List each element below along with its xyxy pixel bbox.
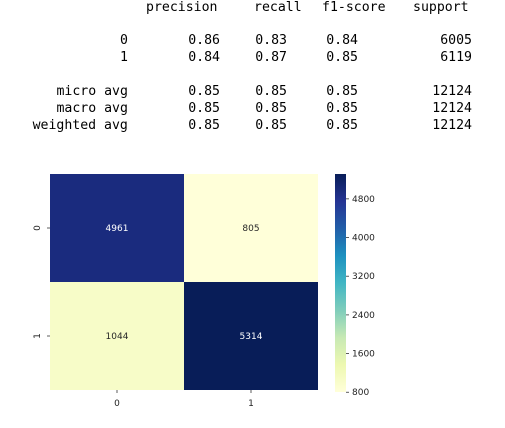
report-cell-precision: 0.85	[188, 118, 220, 133]
x-tick-label: 1	[248, 399, 254, 409]
heatmap-cell	[50, 174, 184, 282]
report-cell-f1-score: 0.85	[326, 50, 358, 65]
report-cell-recall: 0.85	[255, 101, 287, 116]
colorbar-tick-label: 2400	[352, 311, 375, 321]
report-row-label: macro avg	[56, 101, 128, 116]
heatmap-cell	[184, 174, 318, 282]
report-row-label: micro avg	[56, 84, 128, 99]
report-cell-f1-score: 0.84	[326, 33, 358, 48]
heatmap-cell	[184, 282, 318, 390]
heatmap-cell-label: 805	[242, 224, 259, 234]
x-tick-label: 0	[114, 399, 120, 409]
report-header-recall: recall	[254, 0, 302, 15]
report-cell-support: 6005	[440, 33, 472, 48]
colorbar-tick-label: 4000	[352, 234, 375, 244]
report-cell-f1-score: 0.85	[326, 101, 358, 116]
report-cell-recall: 0.83	[255, 33, 287, 48]
colorbar-tick-label: 1600	[352, 350, 375, 360]
colorbar-tick-label: 800	[352, 388, 369, 398]
report-cell-support: 12124	[432, 101, 472, 116]
report-cell-precision: 0.85	[188, 84, 220, 99]
report-row-label: 1	[120, 50, 128, 65]
heatmap-cell	[50, 282, 184, 390]
y-tick-label: 0	[33, 225, 43, 231]
report-cell-precision: 0.86	[188, 33, 220, 48]
report-cell-support: 12124	[432, 118, 472, 133]
heatmap-cell-label: 1044	[106, 332, 129, 342]
report-cell-support: 6119	[440, 50, 472, 65]
heatmap-axes: 0 1 0 1	[33, 225, 254, 409]
report-cell-recall: 0.85	[255, 84, 287, 99]
report-cell-support: 12124	[432, 84, 472, 99]
report-cell-precision: 0.84	[188, 50, 220, 65]
report-cell-f1-score: 0.85	[326, 84, 358, 99]
classification-report: precision recall f1-score support 0 0.86 0…	[0, 0, 505, 140]
colorbar-tick-label: 4800	[352, 195, 375, 205]
report-cell-recall: 0.87	[255, 50, 287, 65]
heatmap-cell-label: 5314	[240, 332, 263, 342]
colorbar-gradient	[335, 174, 346, 392]
report-cell-f1-score: 0.85	[326, 118, 358, 133]
colorbar-tick-label: 3200	[352, 272, 375, 282]
report-header-support: support	[413, 0, 469, 15]
report-row-label: weighted avg	[32, 118, 128, 133]
report-header-precision: precision	[146, 0, 218, 15]
report-cell-recall: 0.85	[255, 118, 287, 133]
report-header-f1-score: f1-score	[322, 0, 386, 15]
heatmap-cells: 4961 805 1044 5314	[50, 174, 318, 390]
heatmap-cell-label: 4961	[106, 224, 129, 234]
y-tick-label: 1	[33, 333, 43, 339]
report-cell-precision: 0.85	[188, 101, 220, 116]
report-row-label: 0	[120, 33, 128, 48]
colorbar: 800 1600 2400 3200 4000 4800	[335, 174, 375, 398]
